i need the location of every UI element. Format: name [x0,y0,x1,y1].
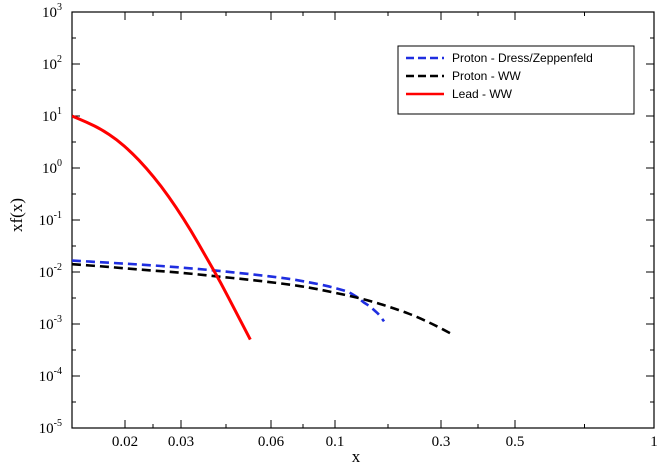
series-layer [72,114,454,341]
series-line-1 [72,259,386,323]
y-tick-label: 102 [42,54,62,73]
legend: Proton - Dress/Zeppenfeld Proton - WW Lead… [397,45,635,115]
legend-label-3: Lead - WW [452,87,513,101]
y-tick-label: 10-4 [39,366,62,385]
x-tick-label: 1 [650,434,658,450]
legend-label-2: Proton - WW [452,69,521,83]
x-tick-label: 0.1 [326,434,345,450]
y-tick-label: 101 [42,106,62,125]
y-tick-label: 10-1 [39,210,62,229]
x-tick-label: 0.3 [432,434,451,450]
x-axis: 0.02 0.03 0.06 0.1 0.3 0.5 1 [112,12,658,450]
x-tick-label: 0.5 [506,434,525,450]
y-axis: 103 102 101 100 10-1 10-2 10-3 10-4 10-5 [39,2,654,437]
y-tick-label: 10-3 [39,314,62,333]
x-tick-label: 0.03 [168,434,194,450]
y-axis-title: xf(x) [7,198,26,232]
x-axis-title: x [352,447,361,466]
y-tick-label: 100 [42,158,62,177]
y-tick-label: 10-5 [39,418,62,437]
x-tick-label: 0.06 [258,434,285,450]
series-line-3 [72,114,252,341]
y-tick-label: 103 [42,2,62,21]
x-tick-label: 0.02 [112,434,138,450]
y-tick-label: 10-2 [39,262,62,281]
legend-label-1: Proton - Dress/Zeppenfeld [452,51,593,65]
